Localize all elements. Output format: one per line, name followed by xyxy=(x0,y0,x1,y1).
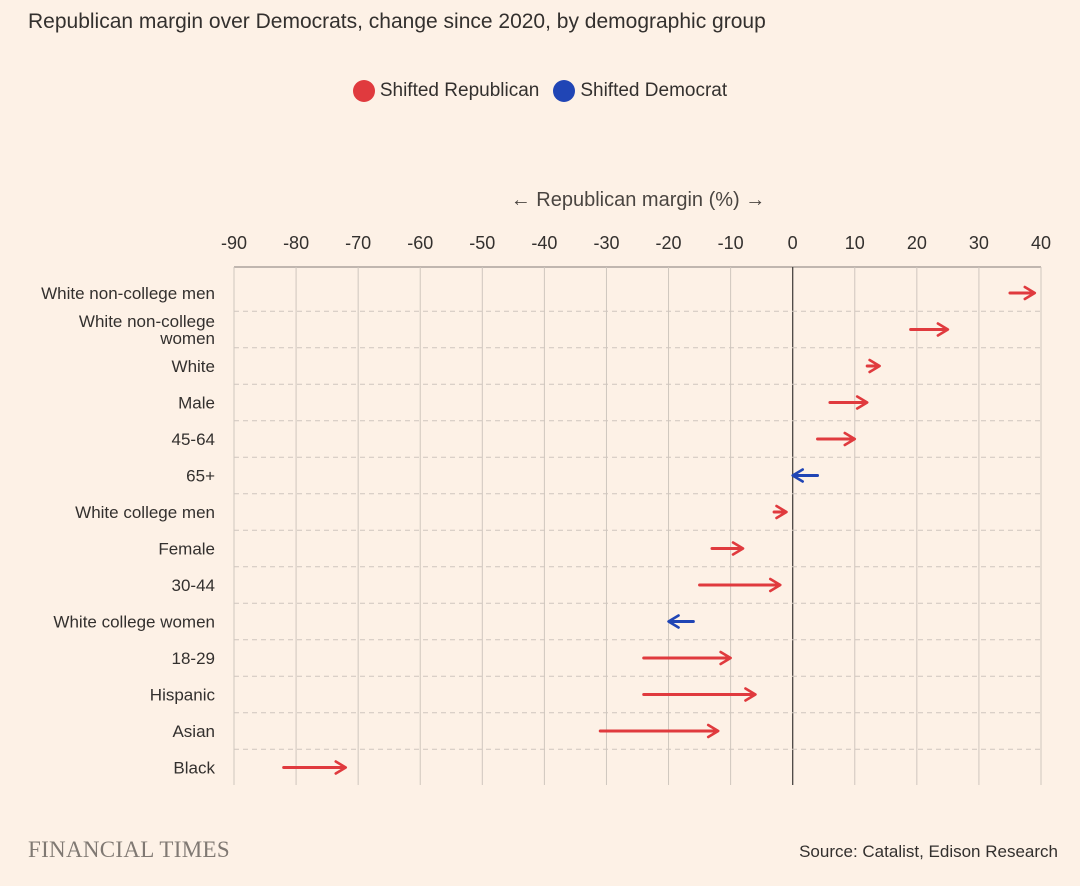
x-tick-label: -20 xyxy=(656,233,682,253)
x-tick-label: 10 xyxy=(845,233,865,253)
legend-swatch-republican xyxy=(352,80,375,102)
x-tick-label: 30 xyxy=(969,233,989,253)
row-label: White college women xyxy=(53,613,215,632)
arrow-head xyxy=(731,541,745,556)
legend-item-republican: Shifted Republican xyxy=(352,80,540,102)
x-tick-label: -30 xyxy=(593,233,619,253)
arrow-head xyxy=(667,614,680,629)
row-label: 18-29 xyxy=(172,649,215,668)
arrow-head xyxy=(334,760,348,775)
arrow-head xyxy=(843,431,857,447)
x-tick-label: -70 xyxy=(345,233,371,253)
row-label: Black xyxy=(173,759,215,778)
legend: Shifted Republican Shifted Democrat xyxy=(0,80,1080,102)
arrow-head xyxy=(868,358,881,374)
row-label: White non-college men xyxy=(41,284,215,303)
row-label: White non-college women xyxy=(79,312,215,348)
row-label: White college men xyxy=(75,503,215,522)
legend-label-republican: Shifted Republican xyxy=(379,80,540,101)
x-tick-label: -10 xyxy=(718,233,744,253)
arrow-head xyxy=(791,468,804,483)
x-tick-label: -90 xyxy=(221,233,247,253)
row-label: 65+ xyxy=(186,467,215,486)
chart-title: Republican margin over Democrats, change… xyxy=(28,10,766,33)
row-label: 45-64 xyxy=(172,430,215,449)
x-tick-label: -50 xyxy=(469,233,495,253)
x-tick-label: -60 xyxy=(407,233,433,253)
source-note: Source: Catalist, Edison Research xyxy=(799,842,1058,861)
x-tick-label: -80 xyxy=(283,233,309,253)
arrow-head xyxy=(936,322,950,337)
arrow-head xyxy=(719,650,732,666)
arrow-head xyxy=(744,687,757,702)
x-axis-label: ← Republican margin (%) → xyxy=(511,189,766,211)
arrow-head xyxy=(768,577,782,593)
arrow-head xyxy=(775,504,788,520)
arrow-head xyxy=(1023,285,1037,301)
x-tick-label: -40 xyxy=(531,233,557,253)
x-tick-label: 0 xyxy=(788,233,798,253)
arrow-head xyxy=(855,395,869,410)
row-label: Hispanic xyxy=(150,686,216,705)
x-tick-label: 20 xyxy=(907,233,927,253)
row-label: Asian xyxy=(172,722,215,741)
row-label: Male xyxy=(178,394,215,413)
arrow-head xyxy=(706,723,720,739)
legend-label-democrat: Shifted Democrat xyxy=(580,80,728,101)
row-label: Female xyxy=(158,540,215,559)
brand-logo-text: FINANCIAL TIMES xyxy=(28,837,230,862)
row-label: 30-44 xyxy=(172,576,215,595)
row-label: White xyxy=(172,357,215,376)
x-tick-label: 40 xyxy=(1031,233,1051,253)
legend-swatch-democrat xyxy=(553,80,576,102)
legend-item-democrat: Shifted Democrat xyxy=(553,80,727,102)
